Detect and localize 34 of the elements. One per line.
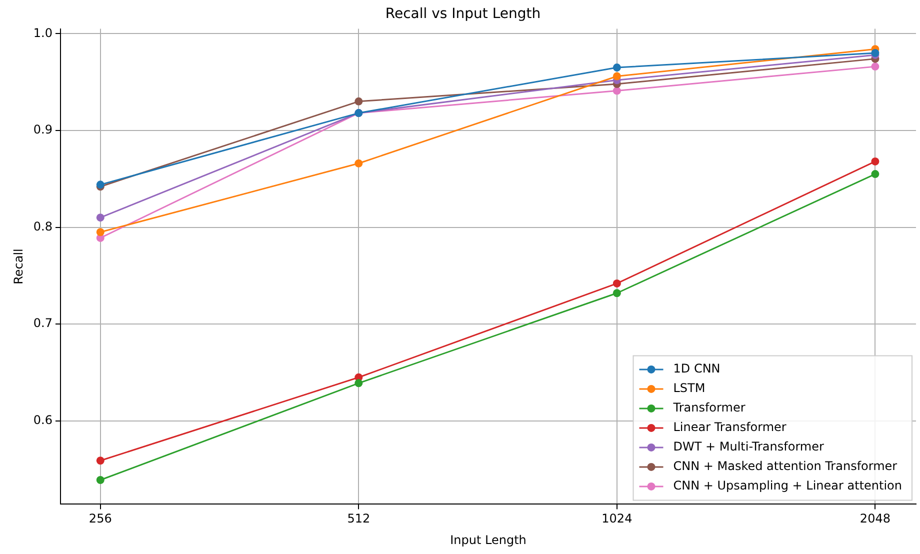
x-tick-label: 256	[88, 512, 112, 526]
legend-label: CNN + Upsampling + Linear attention	[673, 478, 902, 493]
y-tick-label: 0.9	[33, 122, 52, 137]
legend-label: LSTM	[673, 381, 706, 396]
point	[871, 157, 880, 166]
point	[612, 279, 621, 288]
legend-label: DWT + Multi-Transformer	[673, 440, 824, 454]
chart-title: Recall vs Input Length	[385, 6, 541, 22]
point	[354, 97, 363, 106]
point	[354, 159, 363, 168]
x-tick-label: 2048	[860, 512, 890, 526]
legend-label: Linear Transformer	[673, 420, 786, 434]
legend-label: CNN + Masked attention Transformer	[673, 459, 898, 474]
point	[871, 170, 880, 178]
y-tick-label: 1.0	[33, 26, 52, 40]
point	[612, 289, 621, 298]
point	[612, 64, 621, 72]
point	[96, 214, 104, 222]
point	[612, 86, 621, 95]
point	[354, 379, 363, 388]
point	[871, 62, 880, 71]
y-tick-label: 0.6	[33, 413, 52, 428]
x-tick-label: 512	[347, 512, 370, 526]
y-tick-label: 0.7	[33, 316, 52, 330]
legend-label: Transformer	[672, 400, 746, 415]
point	[612, 72, 621, 80]
y-axis-title: Recall	[11, 248, 26, 284]
x-tick-label: 1024	[602, 512, 632, 526]
x-axis-title: Input Length	[450, 532, 526, 547]
y-tick-label: 0.8	[33, 219, 52, 234]
point	[96, 228, 104, 236]
point	[96, 476, 104, 484]
point	[96, 456, 104, 465]
legend-label: 1D CNN	[673, 362, 720, 376]
